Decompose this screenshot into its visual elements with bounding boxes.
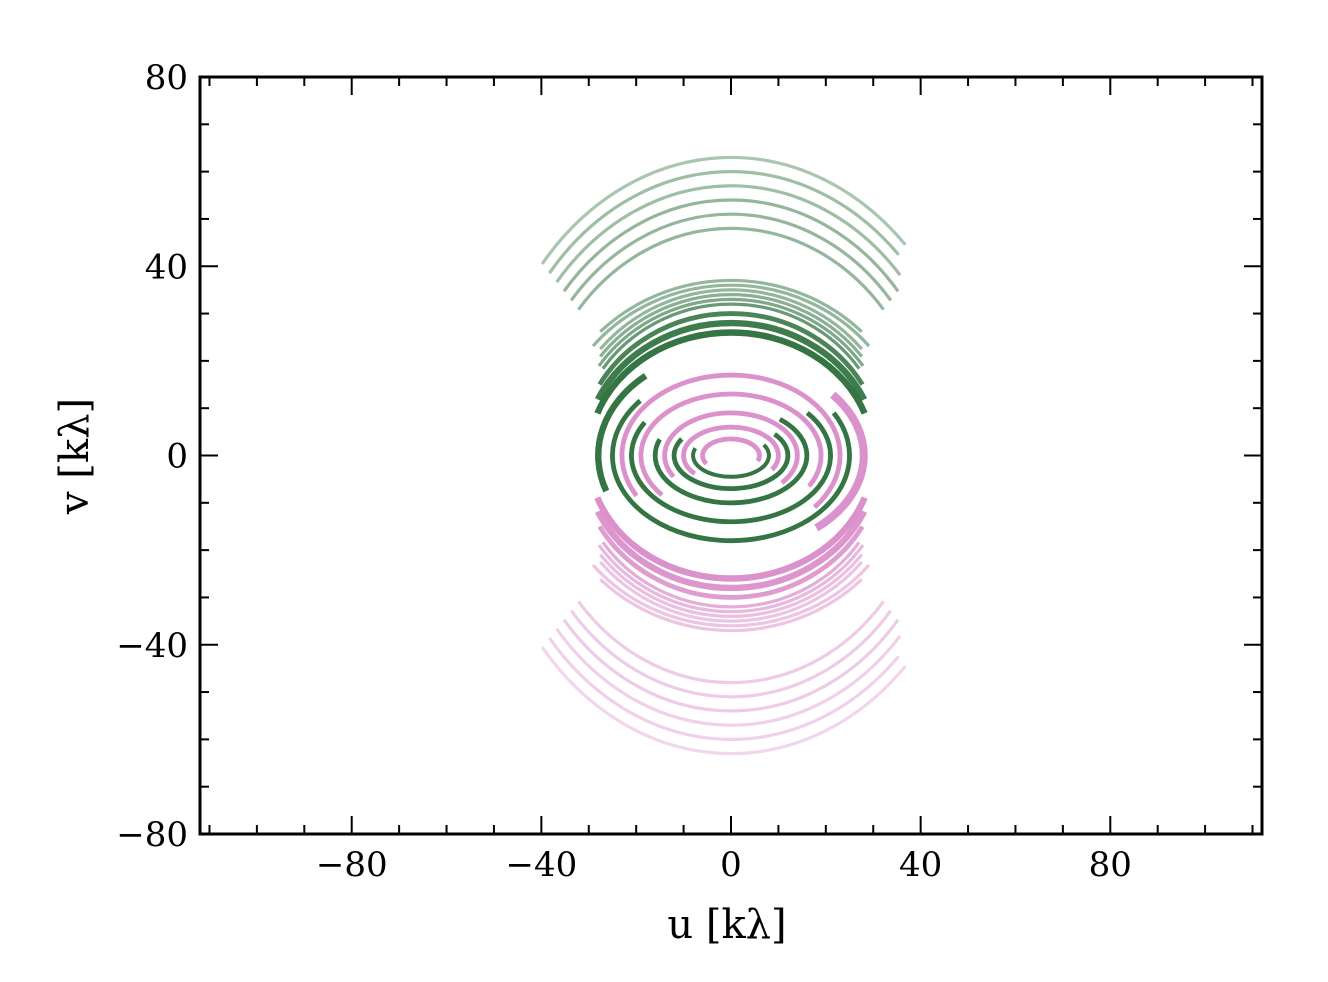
x-tick-label: 0 (720, 845, 742, 885)
uv-track-arc (597, 544, 865, 614)
uv-track-arc (555, 184, 902, 284)
uv-track-arc (555, 627, 902, 727)
uv-track-arc (599, 278, 863, 333)
uv-track-arc (681, 424, 781, 476)
uv-track-arc (629, 411, 833, 525)
uv-track-arc (591, 283, 871, 348)
uv-track-arc (594, 496, 868, 582)
uv-track-arc (594, 319, 868, 401)
uv-track-arc (598, 553, 864, 618)
uv-tracks (540, 155, 907, 756)
uv-track-arc (577, 226, 885, 311)
uv-track-arc (540, 646, 907, 756)
uv-track-arc (601, 541, 861, 609)
y-tick-label: −80 (116, 815, 188, 855)
uv-track-arc (597, 525, 865, 600)
plot-frame (198, 75, 1264, 836)
uv-track-arc (540, 155, 907, 265)
x-tick-label: −80 (316, 845, 388, 885)
uv-track-arc (601, 302, 861, 370)
uv-track-arc (569, 609, 893, 699)
x-tick-label: 80 (1089, 845, 1132, 885)
uv-track-arc (662, 410, 800, 485)
uv-track-arc (569, 212, 893, 302)
uv-track-arc (548, 637, 900, 741)
uv-track-arc (671, 432, 791, 492)
y-tick-label: 0 (166, 437, 188, 477)
uv-track-arc (594, 329, 868, 415)
x-tick-label: 40 (899, 845, 942, 885)
uv-track-arc (591, 563, 871, 628)
uv-track-arc (595, 373, 648, 493)
y-axis-label: v [kλ] (52, 398, 98, 515)
axis-ticks (200, 76, 1262, 835)
uv-track-arc (562, 618, 900, 713)
uv-track-arc (599, 578, 863, 633)
uv-track-arc (610, 398, 852, 544)
uv-track-arc (814, 391, 868, 532)
uv-track-arc (638, 391, 824, 497)
uv-track-arc (619, 372, 843, 509)
green-series (540, 155, 907, 544)
uv-track-arc (577, 600, 885, 685)
uv-track-arc (652, 417, 810, 506)
x-axis-label: u [kλ] (667, 902, 786, 948)
y-tick-label: 40 (145, 247, 188, 287)
x-tick-label: −40 (505, 845, 577, 885)
uv-track-arc (597, 297, 865, 367)
uv-track-arc (599, 560, 863, 623)
uv-track-arc (598, 293, 864, 358)
tick-labels: −80 −40 0 40 80 −80 −40 0 40 80 (116, 58, 1132, 885)
y-tick-label: 80 (145, 58, 188, 98)
uv-track-arc (691, 443, 771, 479)
uv-track-arc (594, 510, 868, 592)
uv-track-arc (599, 288, 863, 351)
pink-series (540, 372, 907, 756)
y-tick-label: −40 (116, 626, 188, 666)
plot-area (540, 155, 907, 756)
uv-track-arc (597, 311, 865, 386)
uv-track-arc (548, 170, 900, 274)
uv-track-arc (562, 198, 900, 293)
uv-track-arc (700, 436, 762, 466)
